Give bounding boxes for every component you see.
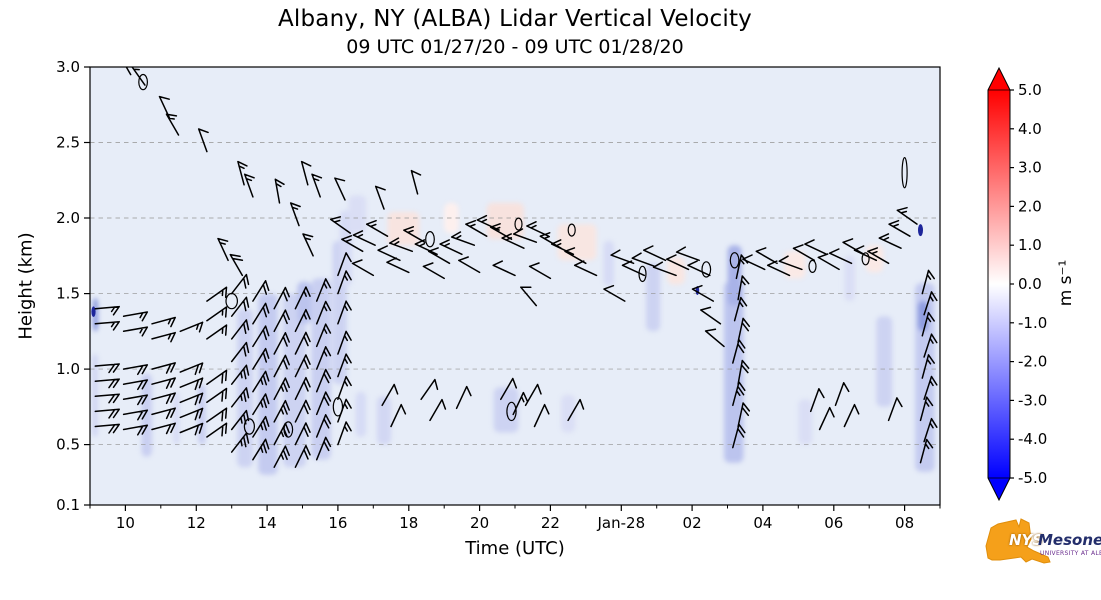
- y-tick-label: 1.0: [56, 360, 80, 378]
- x-tick-label: 06: [824, 514, 843, 532]
- plot-background: [90, 67, 940, 505]
- zero-contour: [138, 73, 149, 91]
- logo-mesonet-text: Mesonet: [1038, 531, 1101, 549]
- logo-university-text: UNIVERSITY AT ALBANY: [1040, 550, 1101, 557]
- x-tick-label: 12: [187, 514, 206, 532]
- x-axis-label: Time (UTC): [465, 538, 565, 559]
- colorbar-tick-label: 3.0: [1018, 159, 1042, 177]
- x-tick-label: 02: [683, 514, 702, 532]
- colorbar-tick-label: -5.0: [1018, 469, 1047, 487]
- velocity-patch: [283, 293, 306, 468]
- velocity-patch: [493, 387, 519, 433]
- x-tick-label: 04: [753, 514, 772, 532]
- strong-velocity-spot: [918, 224, 923, 237]
- velocity-patch: [173, 391, 180, 445]
- ny-state-icon: [985, 518, 1051, 564]
- x-tick-label: 16: [328, 514, 347, 532]
- colorbar-tick-label: -4.0: [1018, 430, 1047, 448]
- y-tick-label: 2.5: [56, 134, 80, 152]
- colorbar-tick-label: 2.0: [1018, 197, 1042, 215]
- colorbar-tick-label: 1.0: [1018, 236, 1042, 254]
- velocity-patch: [844, 255, 855, 302]
- x-tick-label: Jan-28: [596, 514, 645, 532]
- velocity-patch: [376, 396, 392, 445]
- x-tick-label: 14: [258, 514, 277, 532]
- logo-nys-text: NYS: [1009, 531, 1044, 549]
- chart-subtitle: 09 UTC 01/27/20 - 09 UTC 01/28/20: [346, 36, 684, 58]
- velocity-patch: [486, 202, 524, 240]
- y-tick-label: 2.0: [56, 209, 80, 227]
- colorbar-tick-label: 5.0: [1018, 81, 1042, 99]
- velocity-patch: [784, 251, 806, 279]
- mesonet-logo: NYS Mesonet UNIVERSITY AT ALBANY: [982, 514, 1101, 586]
- y-tick-label: 1.5: [56, 285, 80, 303]
- colorbar-tick-label: -3.0: [1018, 391, 1047, 409]
- velocity-patch: [798, 399, 813, 445]
- zero-contour: [729, 252, 740, 269]
- zero-contour: [638, 265, 647, 283]
- velocity-patch: [727, 245, 742, 306]
- velocity-patch: [355, 391, 367, 437]
- colorbar-tick-label: -2.0: [1018, 353, 1047, 371]
- velocity-patch: [603, 240, 615, 286]
- velocity-patch: [557, 224, 597, 261]
- y-tick-label: 3.0: [56, 58, 80, 76]
- velocity-patch: [91, 354, 99, 438]
- y-tick-label: 0.5: [56, 436, 80, 454]
- zero-contour: [701, 261, 712, 278]
- velocity-patch: [141, 373, 152, 457]
- y-axis-label: Height (km): [15, 232, 37, 340]
- strong-velocity-spot: [91, 306, 96, 318]
- velocity-patch: [724, 281, 744, 463]
- zero-contour: [567, 223, 576, 237]
- zero-contour: [901, 156, 908, 189]
- x-tick-label: 22: [541, 514, 560, 532]
- x-tick-label: 10: [116, 514, 135, 532]
- velocity-patch: [348, 195, 367, 234]
- velocity-patch: [876, 316, 893, 407]
- zero-contour: [243, 418, 255, 435]
- velocity-patch: [387, 212, 420, 246]
- x-tick-label: 18: [399, 514, 418, 532]
- chart-title: Albany, NY (ALBA) Lidar Vertical Velocit…: [277, 6, 752, 32]
- zero-contour: [808, 259, 817, 273]
- zero-contour: [861, 252, 870, 266]
- colorbar-tick-label: -1.0: [1018, 314, 1047, 332]
- x-tick-label: 08: [895, 514, 914, 532]
- zero-contour: [514, 217, 523, 231]
- colorbar-tick-label: 0.0: [1018, 275, 1042, 293]
- y-tick-label: 0.1: [56, 496, 80, 514]
- velocity-patch: [646, 263, 661, 332]
- zero-contour: [425, 230, 435, 248]
- zero-contour: [506, 401, 517, 422]
- wind-barbs: [94, 67, 938, 468]
- colorbar-tick-label: 4.0: [1018, 120, 1042, 138]
- velocity-patch: [667, 257, 685, 285]
- colorbar-label: m s⁻¹: [1056, 259, 1076, 307]
- velocity-patch: [237, 308, 253, 468]
- colorbar: [987, 66, 1011, 502]
- x-tick-label: 20: [470, 514, 489, 532]
- velocity-patch: [561, 394, 576, 433]
